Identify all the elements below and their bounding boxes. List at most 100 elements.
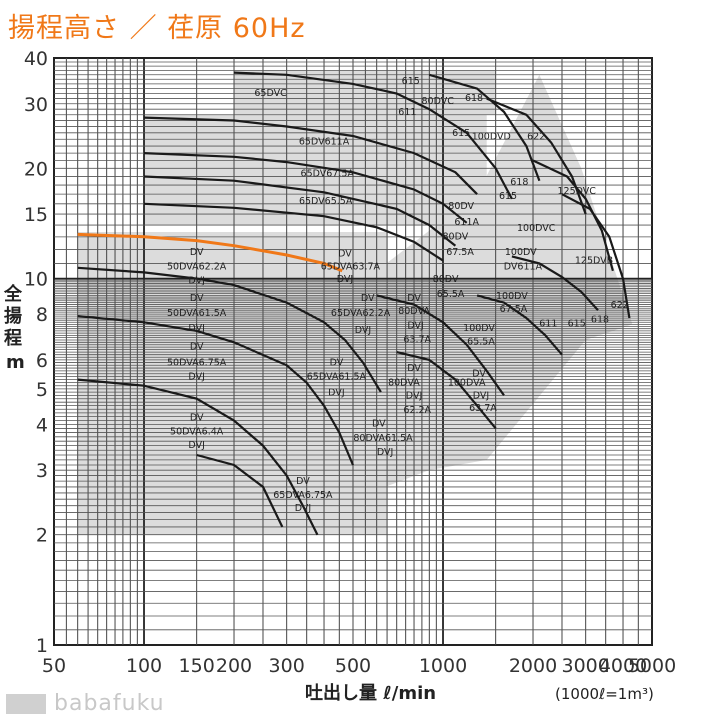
- y-tick-label: 5: [36, 379, 48, 401]
- model-label: 65DV67.5A: [301, 168, 355, 179]
- x-tick-label: 3000: [561, 655, 609, 677]
- y-axis-label-2: 揚: [4, 306, 22, 327]
- model-label: 100DV: [505, 247, 537, 258]
- y-tick-label: 6: [36, 350, 48, 372]
- unit-note: (1000ℓ=1m³): [555, 685, 654, 703]
- model-label: DVJ: [407, 321, 423, 332]
- model-label: 80DVC: [422, 96, 455, 107]
- pump-curve-3: [77, 378, 319, 536]
- x-tick-label: 300: [269, 655, 305, 677]
- y-tick-label: 15: [24, 204, 48, 226]
- model-label: DV: [361, 293, 375, 304]
- pump-curves: [77, 71, 631, 536]
- y-tick-label: 20: [24, 158, 48, 180]
- model-label: 65.5A: [467, 337, 495, 348]
- model-label: 80DV: [433, 274, 459, 285]
- model-label: 615: [568, 319, 586, 330]
- model-label: 63.7A: [469, 403, 497, 414]
- model-label: DV: [330, 357, 344, 368]
- x-tick-label: 200: [216, 655, 252, 677]
- model-label: 611: [398, 107, 416, 118]
- model-label: DVJ: [355, 325, 371, 336]
- model-label: DVJ: [377, 447, 393, 458]
- model-label: 618: [510, 177, 528, 188]
- y-axis-label-3: 程: [4, 328, 22, 349]
- x-tick-label: 150: [179, 655, 215, 677]
- model-label: 100DV: [463, 323, 495, 334]
- x-tick-label: 1000: [419, 655, 467, 677]
- model-label: 615: [499, 191, 517, 202]
- pump-curve-9: [233, 71, 513, 200]
- model-label: 622: [527, 131, 545, 142]
- y-tick-label: 3: [36, 460, 48, 482]
- x-tick-label: 5000: [628, 655, 676, 677]
- pump-curve-7: [143, 175, 457, 247]
- model-label: 80DV: [443, 231, 469, 242]
- pump-curve-12: [532, 159, 614, 272]
- model-label: 50DVA6.75A: [167, 357, 227, 368]
- model-label: DV: [372, 418, 386, 429]
- y-tick-label: 10: [24, 269, 48, 291]
- model-label: DV: [338, 248, 352, 259]
- log-grid: [53, 57, 653, 646]
- y-tick-label: 4: [36, 414, 48, 436]
- x-tick-label: 100: [126, 655, 162, 677]
- model-label: 100DVA: [448, 378, 486, 389]
- model-label: 65DV65.5A: [299, 196, 353, 207]
- y-axis-label-4: m: [6, 352, 25, 373]
- pump-curve-4: [196, 453, 284, 528]
- model-label: DV: [190, 293, 204, 304]
- model-label: DV: [190, 412, 204, 423]
- model-label: 65DV611A: [299, 137, 350, 148]
- model-labels: 65DVC 65DV611A 65DV67.5A 65DV65.5A 615 611 80D…: [167, 76, 629, 514]
- model-label: DVJ: [337, 274, 353, 285]
- model-label: 611: [539, 319, 557, 330]
- model-label: 67.5A: [500, 304, 528, 315]
- y-tick-label: 1: [36, 635, 48, 657]
- watermark: babafuku: [6, 691, 165, 716]
- model-label: DV: [296, 476, 310, 487]
- y-tick-label: 40: [24, 48, 48, 70]
- x-tick-label: 50: [42, 655, 66, 677]
- pump-curve-14: [376, 294, 505, 397]
- model-label: 65DVC: [254, 88, 287, 99]
- model-label: 65DVA6.75A: [273, 490, 333, 501]
- chart-title: 揚程高さ ／ 荏原 60Hz: [8, 13, 306, 44]
- model-label: 125DVB: [575, 255, 613, 266]
- model-label: 100DVC: [517, 223, 556, 234]
- model-label: 80DVA61.5A: [353, 433, 413, 444]
- pump-curve-13: [561, 193, 631, 319]
- model-label: DV611A: [504, 261, 543, 272]
- pump-curve-6: [143, 152, 468, 224]
- highlighted-curve: [77, 232, 343, 273]
- pump-curve-1: [77, 266, 382, 393]
- model-label: 63.7A: [403, 334, 431, 345]
- model-label: DV: [190, 247, 204, 258]
- x-tick-label: 4000: [599, 655, 647, 677]
- model-label: 50DVA61.5A: [167, 308, 227, 319]
- pump-curve-16: [476, 294, 563, 356]
- x-tick-label: 500: [335, 655, 371, 677]
- model-label: 125DVC: [557, 186, 596, 197]
- model-label: 622: [611, 300, 629, 311]
- model-label: DVJ: [188, 372, 204, 383]
- pump-curve-8: [143, 202, 444, 262]
- model-label: DV: [190, 342, 204, 353]
- model-label: DVJ: [188, 440, 204, 451]
- model-label: DVJ: [406, 391, 422, 402]
- model-label: 611A: [454, 217, 479, 228]
- y-tick-label: 30: [24, 94, 48, 116]
- model-label: DV: [407, 293, 421, 304]
- pump-curve-5: [143, 116, 478, 195]
- y-tick-label: 2: [36, 525, 48, 547]
- model-label: 80DVA: [398, 306, 430, 317]
- x-axis-label: 吐出し量 ℓ/min: [305, 682, 436, 704]
- model-label: 50DVA62.2A: [167, 261, 227, 272]
- watermark-text: babafuku: [54, 691, 165, 716]
- model-label: 80DV: [448, 201, 474, 212]
- model-label: DVJ: [473, 391, 489, 402]
- pump-curve-10: [428, 73, 541, 182]
- model-label: 618: [591, 314, 609, 325]
